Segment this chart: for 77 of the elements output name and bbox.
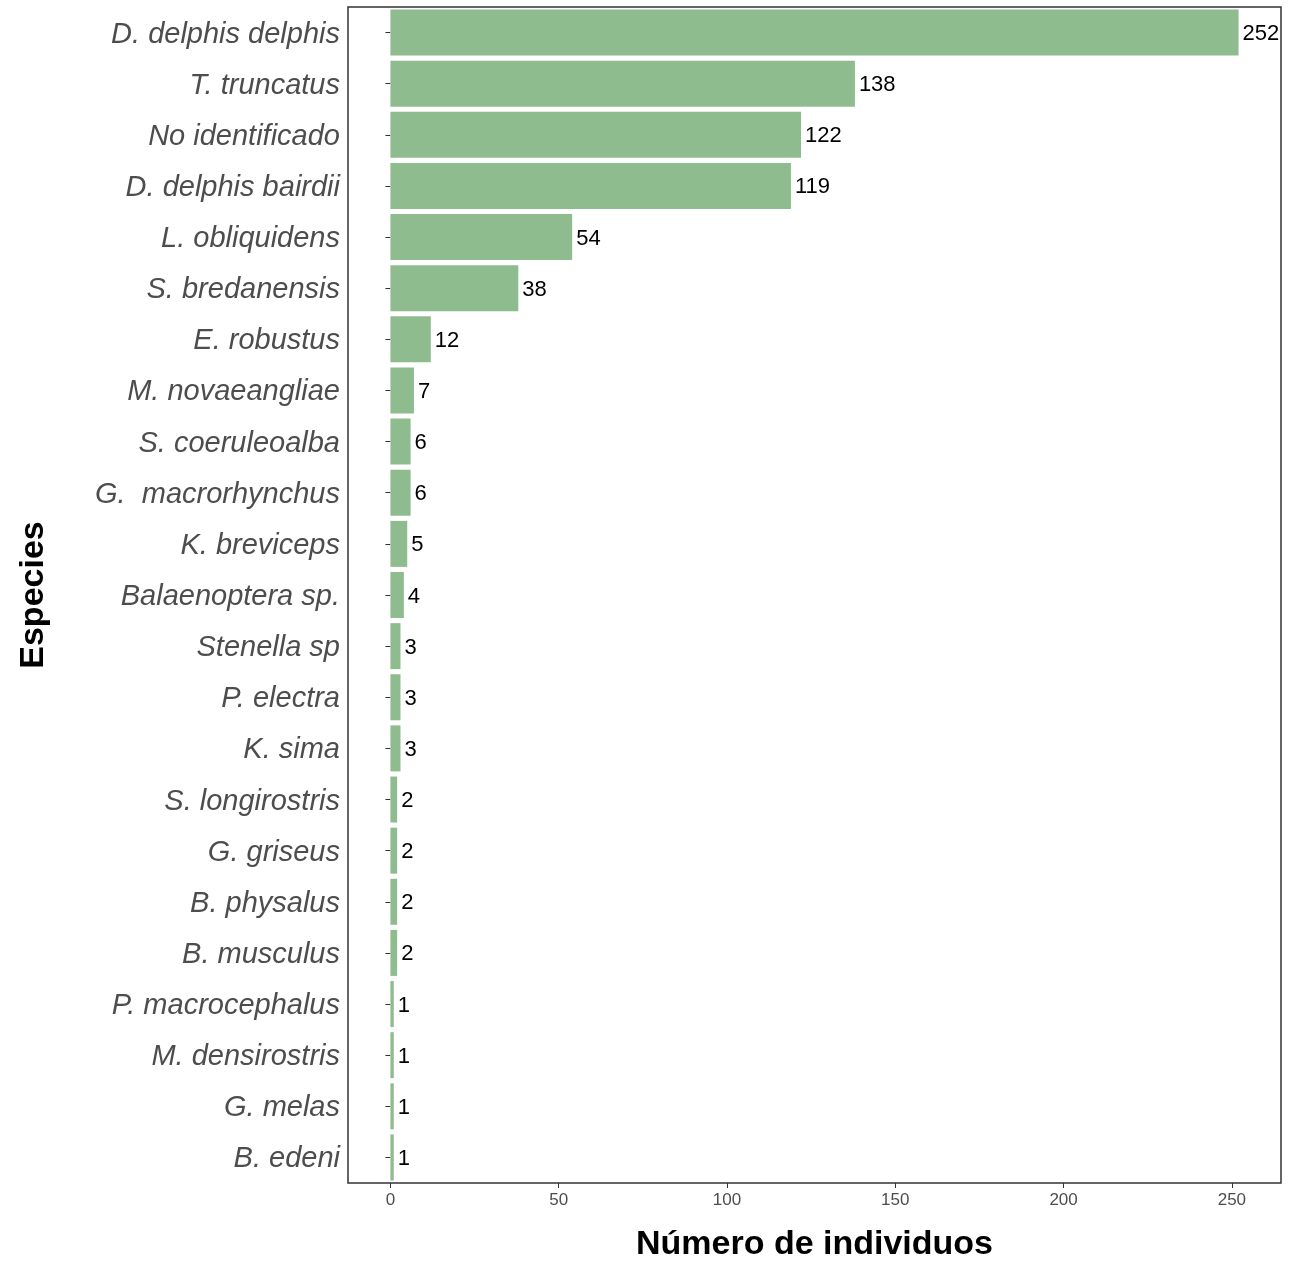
y-tick-label: B. physalus — [190, 885, 340, 918]
data-label: 252 — [1242, 20, 1280, 46]
y-tick-label: S. bredanensis — [146, 272, 340, 305]
bar — [390, 367, 414, 414]
y-tick-label: P. electra — [221, 681, 340, 714]
bar — [390, 162, 791, 209]
data-label: 1 — [397, 991, 411, 1017]
y-tick-label: G. griseus — [207, 834, 340, 867]
data-label: 4 — [407, 582, 421, 608]
bar — [390, 929, 398, 976]
y-axis-title: Especies — [12, 521, 50, 669]
y-tick-label: E. robustus — [193, 323, 340, 356]
bar — [390, 316, 431, 363]
bar — [390, 265, 519, 312]
data-label: 6 — [414, 480, 427, 506]
data-label: 138 — [858, 71, 896, 97]
y-tick-label: No identificado — [148, 118, 340, 151]
y-tick-label: M. densirostris — [151, 1039, 340, 1072]
data-label: 6 — [414, 429, 427, 455]
data-label: 2 — [401, 787, 414, 813]
y-tick-label: G. melas — [223, 1090, 340, 1123]
data-label: 54 — [576, 224, 601, 250]
bar — [390, 1032, 394, 1079]
bar — [390, 520, 408, 567]
y-tick-label: B. musculus — [182, 936, 340, 969]
bar — [390, 1083, 394, 1130]
data-label: 3 — [404, 684, 417, 710]
x-tick-label: 0 — [385, 1190, 396, 1209]
bar — [390, 469, 411, 516]
y-tick-label: Stenella sp — [196, 630, 340, 663]
bar — [390, 827, 398, 874]
y-tick-label: D. delphis bairdii — [125, 169, 342, 202]
data-label: 122 — [805, 122, 842, 148]
data-label: 7 — [417, 377, 431, 403]
bar — [390, 623, 401, 670]
y-tick-label: M. novaeangliae — [127, 374, 340, 407]
data-label: 2 — [401, 889, 414, 915]
data-label: 2 — [401, 838, 414, 864]
data-label: 119 — [794, 173, 831, 199]
y-tick-label: K. sima — [243, 732, 340, 765]
y-tick-label: D. delphis delphis — [111, 16, 340, 49]
data-label: 1 — [397, 1042, 411, 1068]
data-label: 3 — [404, 735, 417, 761]
y-tick-label: S. longirostris — [164, 783, 340, 816]
data-label: 5 — [411, 531, 424, 557]
data-label: 38 — [522, 275, 547, 301]
bar — [390, 9, 1239, 56]
y-tick-label: P. macrocephalus — [111, 988, 340, 1021]
y-tick-label: K. breviceps — [180, 527, 340, 560]
bar — [390, 878, 398, 925]
data-label: 3 — [404, 633, 417, 659]
bar — [390, 1134, 394, 1181]
y-tick-label: L. obliquidens — [161, 221, 340, 254]
x-tick-label: 150 — [881, 1190, 910, 1209]
y-tick-label: Balaenoptera sp. — [120, 579, 340, 611]
bar — [390, 418, 411, 465]
y-tick-label: B. edeni — [233, 1141, 342, 1174]
x-tick-label: 250 — [1217, 1190, 1247, 1209]
bar — [390, 214, 573, 261]
x-axis-title: Número de individuos — [635, 1223, 994, 1261]
data-label: 1 — [397, 1093, 411, 1119]
data-label: 12 — [434, 326, 460, 352]
data-label: 1 — [397, 1144, 411, 1170]
y-tick-label: T. truncatus — [189, 67, 340, 100]
x-tick-label: 200 — [1049, 1190, 1078, 1209]
bar — [390, 571, 404, 619]
bar — [390, 111, 802, 158]
bar — [390, 981, 394, 1028]
x-tick-label: 100 — [712, 1190, 742, 1209]
data-label: 2 — [401, 940, 414, 966]
y-tick-label: S. coeruleoalba — [138, 425, 340, 458]
bar — [390, 674, 401, 721]
y-tick-label: G. macrorhynchus — [95, 476, 340, 509]
x-tick-label: 50 — [549, 1190, 569, 1209]
bar — [390, 60, 855, 107]
bar — [390, 776, 398, 823]
bar — [390, 725, 401, 772]
